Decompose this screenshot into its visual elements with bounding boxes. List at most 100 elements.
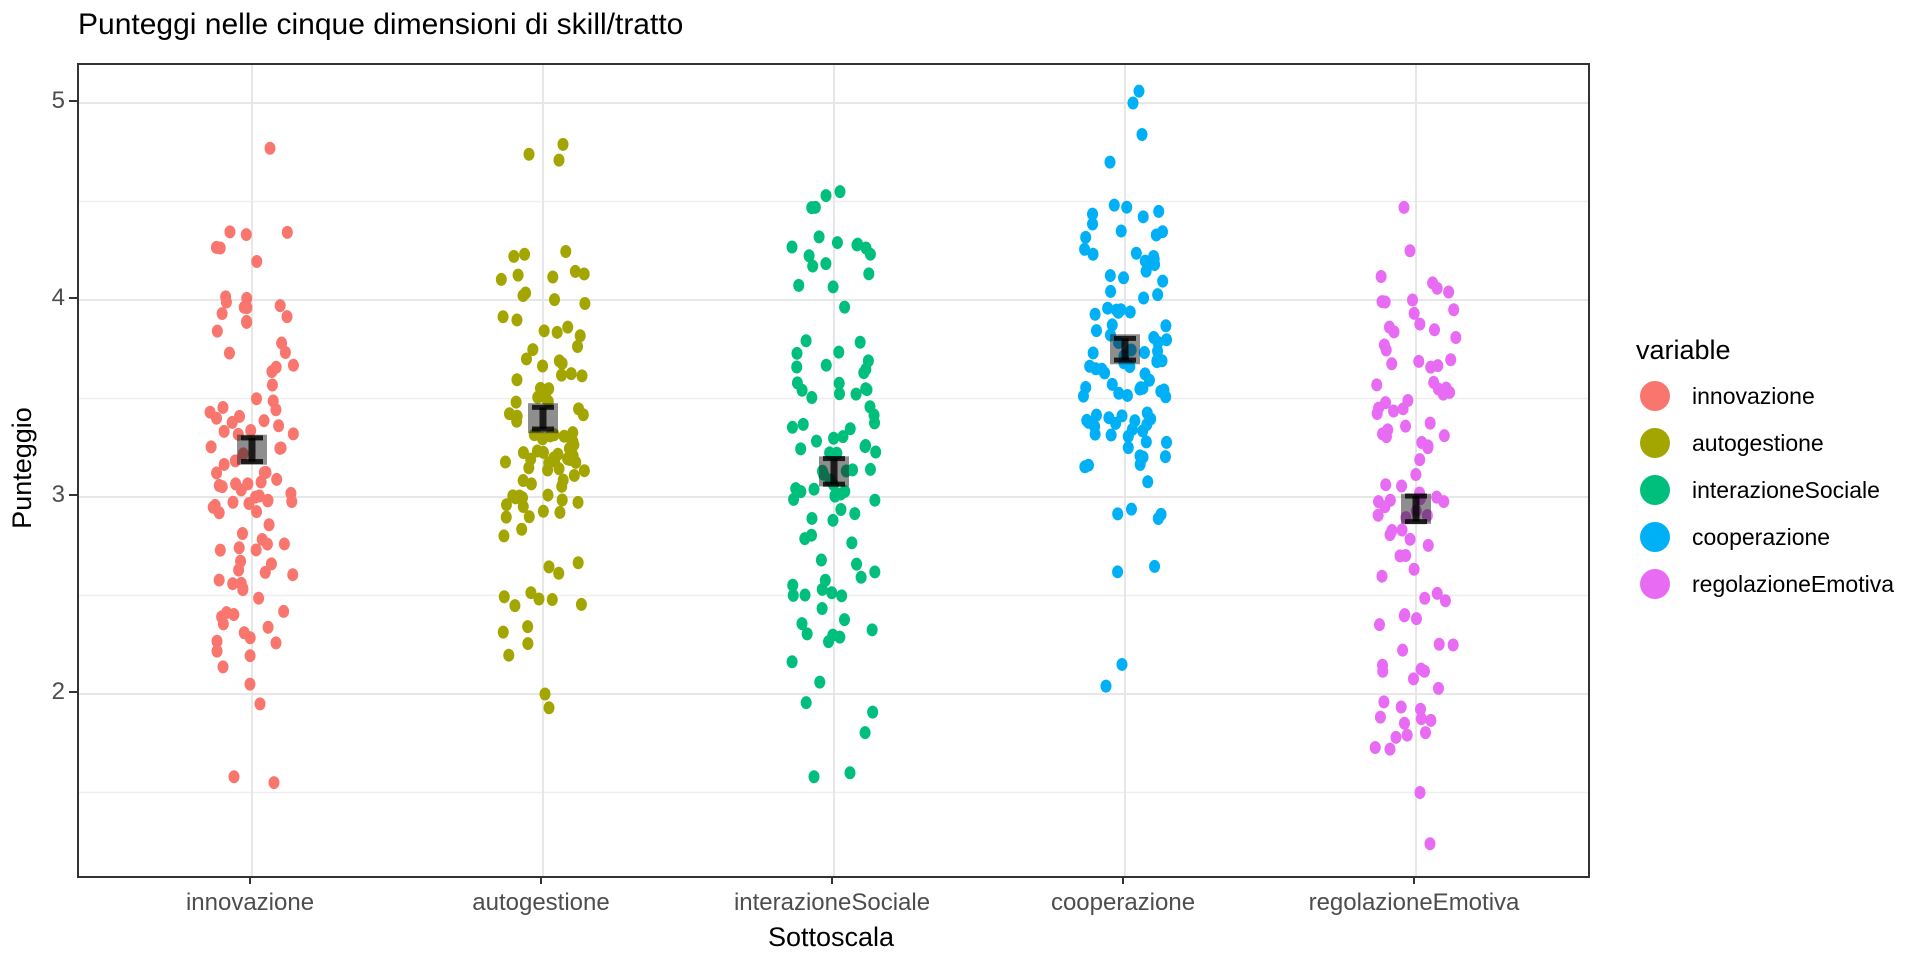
jitter-point-interazioneSociale bbox=[786, 420, 798, 434]
y-tick-mark bbox=[69, 297, 77, 299]
jitter-point-innovazione bbox=[244, 677, 256, 691]
jitter-point-cooperazione bbox=[1100, 679, 1112, 693]
jitter-point-regolazioneEmotiva bbox=[1380, 343, 1392, 357]
jitter-point-autogestione bbox=[510, 395, 522, 409]
x-tick-mark bbox=[831, 876, 833, 884]
jitter-point-cooperazione bbox=[1080, 380, 1092, 394]
jitter-point-regolazioneEmotiva bbox=[1398, 200, 1410, 214]
jitter-point-innovazione bbox=[260, 465, 272, 479]
jitter-point-cooperazione bbox=[1122, 441, 1134, 455]
jitter-point-regolazioneEmotiva bbox=[1433, 637, 1445, 651]
jitter-point-interazioneSociale bbox=[847, 463, 859, 477]
jitter-point-autogestione bbox=[565, 367, 577, 381]
jitter-point-interazioneSociale bbox=[823, 635, 835, 649]
jitter-point-interazioneSociale bbox=[869, 416, 881, 430]
jitter-point-autogestione bbox=[517, 474, 529, 488]
jitter-plot-area bbox=[79, 65, 1588, 876]
jitter-point-autogestione bbox=[549, 293, 561, 307]
jitter-point-regolazioneEmotiva bbox=[1416, 435, 1428, 449]
jitter-point-interazioneSociale bbox=[813, 230, 825, 244]
jitter-point-regolazioneEmotiva bbox=[1388, 325, 1400, 339]
jitter-point-interazioneSociale bbox=[791, 360, 803, 374]
jitter-point-autogestione bbox=[523, 510, 535, 524]
jitter-point-interazioneSociale bbox=[833, 387, 845, 401]
jitter-point-innovazione bbox=[233, 541, 245, 555]
jitter-point-cooperazione bbox=[1087, 207, 1099, 221]
jitter-point-interazioneSociale bbox=[819, 573, 831, 587]
jitter-point-interazioneSociale bbox=[806, 391, 818, 405]
jitter-point-cooperazione bbox=[1090, 408, 1102, 422]
jitter-point-autogestione bbox=[537, 359, 549, 373]
jitter-point-innovazione bbox=[216, 610, 228, 624]
jitter-point-interazioneSociale bbox=[788, 492, 800, 506]
jitter-point-innovazione bbox=[278, 604, 290, 618]
legend-swatch-icon bbox=[1640, 522, 1670, 552]
jitter-point-cooperazione bbox=[1108, 198, 1120, 212]
jitter-point-interazioneSociale bbox=[844, 422, 856, 436]
y-tick-mark bbox=[69, 494, 77, 496]
jitter-point-interazioneSociale bbox=[787, 578, 799, 592]
jitter-point-interazioneSociale bbox=[810, 434, 822, 448]
jitter-point-regolazioneEmotiva bbox=[1425, 713, 1437, 727]
jitter-point-autogestione bbox=[558, 429, 570, 443]
jitter-point-innovazione bbox=[281, 310, 293, 324]
jitter-point-autogestione bbox=[534, 381, 546, 395]
jitter-point-interazioneSociale bbox=[869, 565, 881, 579]
jitter-point-interazioneSociale bbox=[836, 589, 848, 603]
jitter-point-interazioneSociale bbox=[846, 536, 858, 550]
jitter-point-autogestione bbox=[495, 272, 507, 286]
jitter-point-regolazioneEmotiva bbox=[1397, 643, 1409, 657]
jitter-point-cooperazione bbox=[1160, 319, 1172, 333]
x-tick-mark bbox=[540, 876, 542, 884]
jitter-point-regolazioneEmotiva bbox=[1424, 416, 1436, 430]
jitter-point-innovazione bbox=[211, 644, 223, 658]
jitter-point-innovazione bbox=[270, 636, 282, 650]
jitter-point-cooperazione bbox=[1134, 382, 1146, 396]
jitter-point-innovazione bbox=[214, 543, 226, 557]
jitter-point-autogestione bbox=[546, 593, 558, 607]
y-tick-label: 5 bbox=[51, 87, 65, 114]
errorbar-cap-top-autogestione bbox=[532, 404, 554, 410]
jitter-point-cooperazione bbox=[1090, 324, 1102, 338]
jitter-point-cooperazione bbox=[1138, 346, 1150, 360]
y-tick-label: 3 bbox=[51, 481, 65, 508]
jitter-point-regolazioneEmotiva bbox=[1415, 712, 1427, 726]
jitter-point-regolazioneEmotiva bbox=[1415, 702, 1427, 716]
jitter-point-autogestione bbox=[572, 556, 584, 570]
legend-item-interazioneSociale: interazioneSociale bbox=[1636, 475, 1916, 505]
jitter-point-autogestione bbox=[497, 625, 509, 639]
jitter-point-cooperazione bbox=[1148, 252, 1160, 266]
jitter-point-autogestione bbox=[551, 325, 563, 339]
jitter-point-innovazione bbox=[265, 557, 277, 571]
jitter-point-innovazione bbox=[270, 403, 282, 417]
jitter-point-interazioneSociale bbox=[790, 482, 802, 496]
jitter-point-regolazioneEmotiva bbox=[1447, 638, 1459, 652]
jitter-point-interazioneSociale bbox=[797, 417, 809, 431]
jitter-point-interazioneSociale bbox=[838, 613, 850, 627]
jitter-point-regolazioneEmotiva bbox=[1429, 323, 1441, 337]
y-tick-label: 2 bbox=[51, 678, 65, 705]
jitter-point-regolazioneEmotiva bbox=[1431, 490, 1443, 504]
jitter-point-innovazione bbox=[227, 577, 239, 591]
jitter-point-regolazioneEmotiva bbox=[1439, 594, 1451, 608]
jitter-point-innovazione bbox=[275, 441, 287, 455]
jitter-point-innovazione bbox=[241, 315, 253, 329]
jitter-point-regolazioneEmotiva bbox=[1428, 375, 1440, 389]
jitter-point-interazioneSociale bbox=[851, 557, 863, 571]
jitter-point-cooperazione bbox=[1105, 428, 1117, 442]
jitter-point-autogestione bbox=[579, 296, 591, 310]
jitter-point-interazioneSociale bbox=[806, 511, 818, 525]
jitter-point-interazioneSociale bbox=[862, 354, 874, 368]
jitter-point-interazioneSociale bbox=[834, 630, 846, 644]
jitter-point-regolazioneEmotiva bbox=[1440, 381, 1452, 395]
x-tick-label-autogestione: autogestione bbox=[472, 889, 610, 916]
jitter-point-cooperazione bbox=[1104, 269, 1116, 283]
jitter-point-regolazioneEmotiva bbox=[1386, 357, 1398, 371]
jitter-point-innovazione bbox=[211, 466, 223, 480]
jitter-point-innovazione bbox=[220, 290, 232, 304]
jitter-point-interazioneSociale bbox=[850, 387, 862, 401]
jitter-point-interazioneSociale bbox=[800, 696, 812, 710]
jitter-point-cooperazione bbox=[1115, 303, 1127, 317]
jitter-point-interazioneSociale bbox=[837, 430, 849, 444]
jitter-point-autogestione bbox=[575, 597, 587, 611]
